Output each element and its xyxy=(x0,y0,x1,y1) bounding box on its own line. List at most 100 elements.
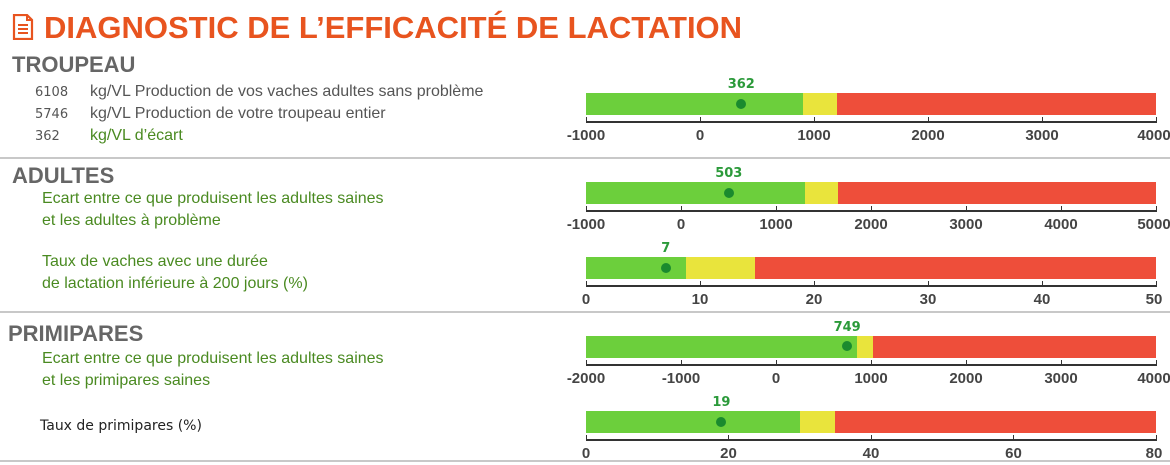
axis-tick xyxy=(585,435,587,441)
document-icon xyxy=(12,14,34,40)
section-divider xyxy=(0,460,1170,462)
green-zone xyxy=(586,93,803,115)
troupeau-text-healthy: kg/VL Production de vos vaches adultes s… xyxy=(90,83,484,100)
axis-tick xyxy=(965,360,967,366)
axis-tick xyxy=(1155,206,1157,212)
axis-tick xyxy=(1155,117,1157,123)
axis-tick-label: 4000 xyxy=(1044,216,1078,233)
green-zone xyxy=(586,336,857,358)
axis-tick xyxy=(927,117,929,123)
value-label: 749 xyxy=(833,320,861,335)
axis-tick xyxy=(927,281,929,287)
axis-tick xyxy=(775,206,777,212)
value-marker xyxy=(660,263,671,273)
troupeau-value-gap: 362 xyxy=(35,129,60,144)
red-zone xyxy=(835,411,1156,433)
axis-line xyxy=(586,285,1156,287)
gauge-bar xyxy=(586,336,1156,358)
axis-tick xyxy=(1013,435,1014,441)
axis-tick xyxy=(1060,360,1062,366)
red-zone xyxy=(754,257,1156,279)
axis-tick xyxy=(728,435,729,441)
axis-tick-label: 1000 xyxy=(797,127,831,144)
axis-tick-label: 80 xyxy=(1145,445,1163,462)
axis-tick-label: 3000 xyxy=(1025,127,1059,144)
axis-tick-label: -1000 xyxy=(566,127,606,144)
axis-tick xyxy=(1155,281,1157,287)
section-title-troupeau: TROUPEAU xyxy=(12,52,136,77)
axis-tick-label: 2000 xyxy=(949,370,983,387)
axis-tick xyxy=(585,117,587,123)
value-marker xyxy=(716,417,727,427)
troupeau-value-whole: 5746 xyxy=(35,107,69,122)
primipares-rate-label: Taux de primipares (%) xyxy=(40,418,202,434)
section-divider xyxy=(0,157,1170,159)
axis-tick xyxy=(585,206,587,212)
yellow-zone xyxy=(804,182,838,204)
axis-tick-label: 60 xyxy=(1005,445,1022,462)
axis-tick-label: 0 xyxy=(695,127,705,144)
axis-line xyxy=(586,121,1156,123)
axis-tick-label: 40 xyxy=(1033,291,1051,308)
axis-tick xyxy=(699,281,701,287)
gauge-bar xyxy=(586,93,1156,115)
troupeau-value-healthy: 6108 xyxy=(35,85,69,100)
axis-tick-label: 10 xyxy=(691,291,709,308)
adultes-gap-label-line2: et les adultes à problème xyxy=(42,212,221,229)
value-label: 19 xyxy=(712,395,731,410)
gauge-bar xyxy=(586,411,1156,433)
section-title-adultes: ADULTES xyxy=(12,163,115,188)
axis-tick xyxy=(585,360,587,366)
axis-tick-label: 1000 xyxy=(759,216,793,233)
value-marker xyxy=(736,99,747,109)
axis-tick-label: -1000 xyxy=(566,216,606,233)
axis-tick xyxy=(813,117,815,123)
axis-tick xyxy=(870,360,872,366)
axis-tick xyxy=(585,281,587,287)
value-marker xyxy=(842,341,853,351)
axis-tick-label: 0 xyxy=(581,445,591,462)
axis-tick-label: 1000 xyxy=(854,370,888,387)
adultes-rate-label-line2: de lactation inférieure à 200 jours (%) xyxy=(42,275,308,292)
axis-tick xyxy=(699,117,701,123)
troupeau-text-gap: kg/VL d’écart xyxy=(90,127,183,144)
adultes-gap-label-line1: Ecart entre ce que produisent les adulte… xyxy=(42,190,384,207)
red-zone xyxy=(837,182,1156,204)
value-label: 7 xyxy=(661,241,671,256)
axis-tick-label: 30 xyxy=(919,291,937,308)
yellow-zone xyxy=(799,411,836,433)
axis-tick-label: -1000 xyxy=(661,370,701,387)
green-zone xyxy=(586,257,687,279)
axis-tick xyxy=(1060,206,1062,212)
axis-tick-label: 3000 xyxy=(949,216,983,233)
primipares-gap-label-line1: Ecart entre ce que produisent les adulte… xyxy=(42,350,384,367)
primipares-gap-label-line2: et les primipares saines xyxy=(42,372,211,389)
yellow-zone xyxy=(856,336,873,358)
axis-tick-label: 2000 xyxy=(911,127,945,144)
adultes-rate-label-line1: Taux de vaches avec une durée xyxy=(42,253,268,270)
axis-tick-label: 0 xyxy=(676,216,686,233)
axis-tick xyxy=(813,281,815,287)
axis-tick-label: 5000 xyxy=(1137,216,1170,233)
axis-tick xyxy=(1041,281,1043,287)
axis-tick-label: 4000 xyxy=(1137,127,1170,144)
section-divider xyxy=(0,311,1170,313)
axis-tick xyxy=(1041,117,1043,123)
axis-tick-label: 20 xyxy=(720,445,737,462)
page-title: DIAGNOSTIC DE L’EFFICACITÉ DE LACTATION xyxy=(44,10,743,45)
gauge-bar xyxy=(586,257,1156,279)
value-label: 503 xyxy=(715,166,743,181)
gauge-bar xyxy=(586,182,1156,204)
value-marker xyxy=(723,188,734,198)
axis-tick xyxy=(965,206,967,212)
green-zone xyxy=(586,411,800,433)
axis-tick-label: 40 xyxy=(862,445,880,462)
axis-tick xyxy=(1155,360,1157,366)
red-zone xyxy=(836,93,1156,115)
section-title-primipares: PRIMIPARES xyxy=(8,321,144,346)
yellow-zone xyxy=(686,257,755,279)
axis-tick xyxy=(1155,435,1157,441)
axis-tick-label: -2000 xyxy=(566,370,606,387)
axis-tick xyxy=(680,206,682,212)
axis-tick xyxy=(775,360,777,366)
